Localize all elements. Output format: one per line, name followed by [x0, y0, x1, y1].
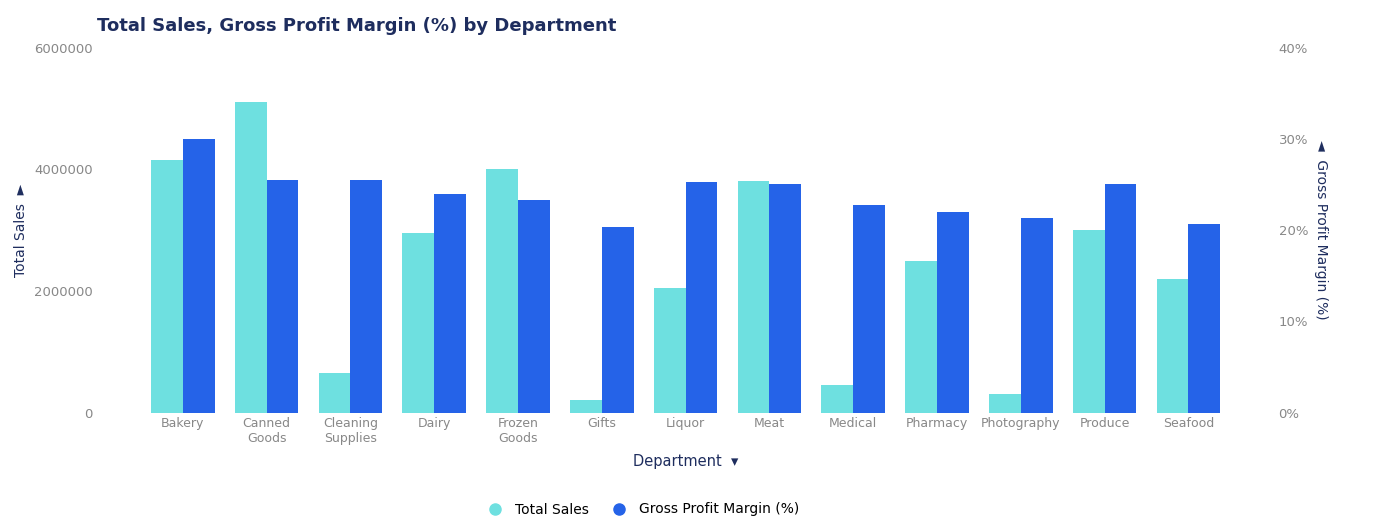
Bar: [351, 180, 383, 413]
Bar: [1020, 218, 1052, 413]
Bar: [486, 169, 518, 413]
Bar: [821, 385, 853, 413]
Bar: [518, 200, 550, 413]
Bar: [182, 139, 214, 413]
Y-axis label: ◄  Gross Profit Margin (%): ◄ Gross Profit Margin (%): [1314, 140, 1328, 320]
Bar: [1105, 185, 1136, 413]
Bar: [569, 400, 601, 413]
Bar: [1073, 230, 1105, 413]
Bar: [988, 395, 1020, 413]
Bar: [738, 181, 770, 413]
Bar: [853, 205, 885, 413]
Bar: [686, 182, 717, 413]
Bar: [1189, 224, 1221, 413]
Bar: [150, 160, 182, 413]
Bar: [434, 194, 466, 413]
Bar: [601, 227, 633, 413]
Bar: [1157, 279, 1189, 413]
Text: Total Sales, Gross Profit Margin (%) by Department: Total Sales, Gross Profit Margin (%) by …: [97, 17, 617, 35]
Bar: [319, 373, 351, 413]
Y-axis label: Total Sales  ►: Total Sales ►: [14, 184, 28, 277]
X-axis label: Department  ▾: Department ▾: [633, 454, 738, 469]
Bar: [937, 212, 969, 413]
Bar: [266, 180, 298, 413]
Bar: [654, 288, 686, 413]
Bar: [402, 233, 434, 413]
Bar: [235, 102, 266, 413]
Bar: [905, 260, 937, 413]
Legend: Total Sales, Gross Profit Margin (%): Total Sales, Gross Profit Margin (%): [476, 497, 805, 522]
Bar: [770, 185, 802, 413]
